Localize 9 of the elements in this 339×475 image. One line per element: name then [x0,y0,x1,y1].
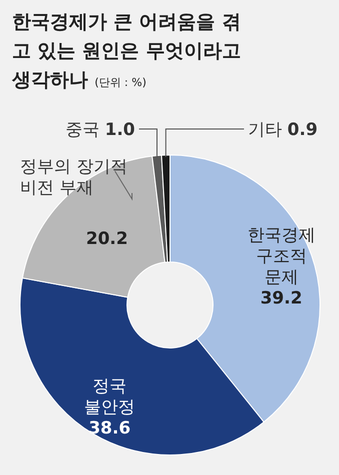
slice-label: 기타 [248,120,288,140]
data-label: 0.9 [287,120,318,140]
data-label: 20.2 [86,228,128,249]
data-label: 38.6 [88,418,131,438]
slice-label: 정부의 장기적 비전 부재 [20,157,128,198]
data-label: 1.0 [104,120,136,140]
chart-subtitle: (단위 : %) [94,76,146,89]
slice-label: 정국 불안정 [84,376,136,418]
slice-label: 중국 [65,120,105,140]
